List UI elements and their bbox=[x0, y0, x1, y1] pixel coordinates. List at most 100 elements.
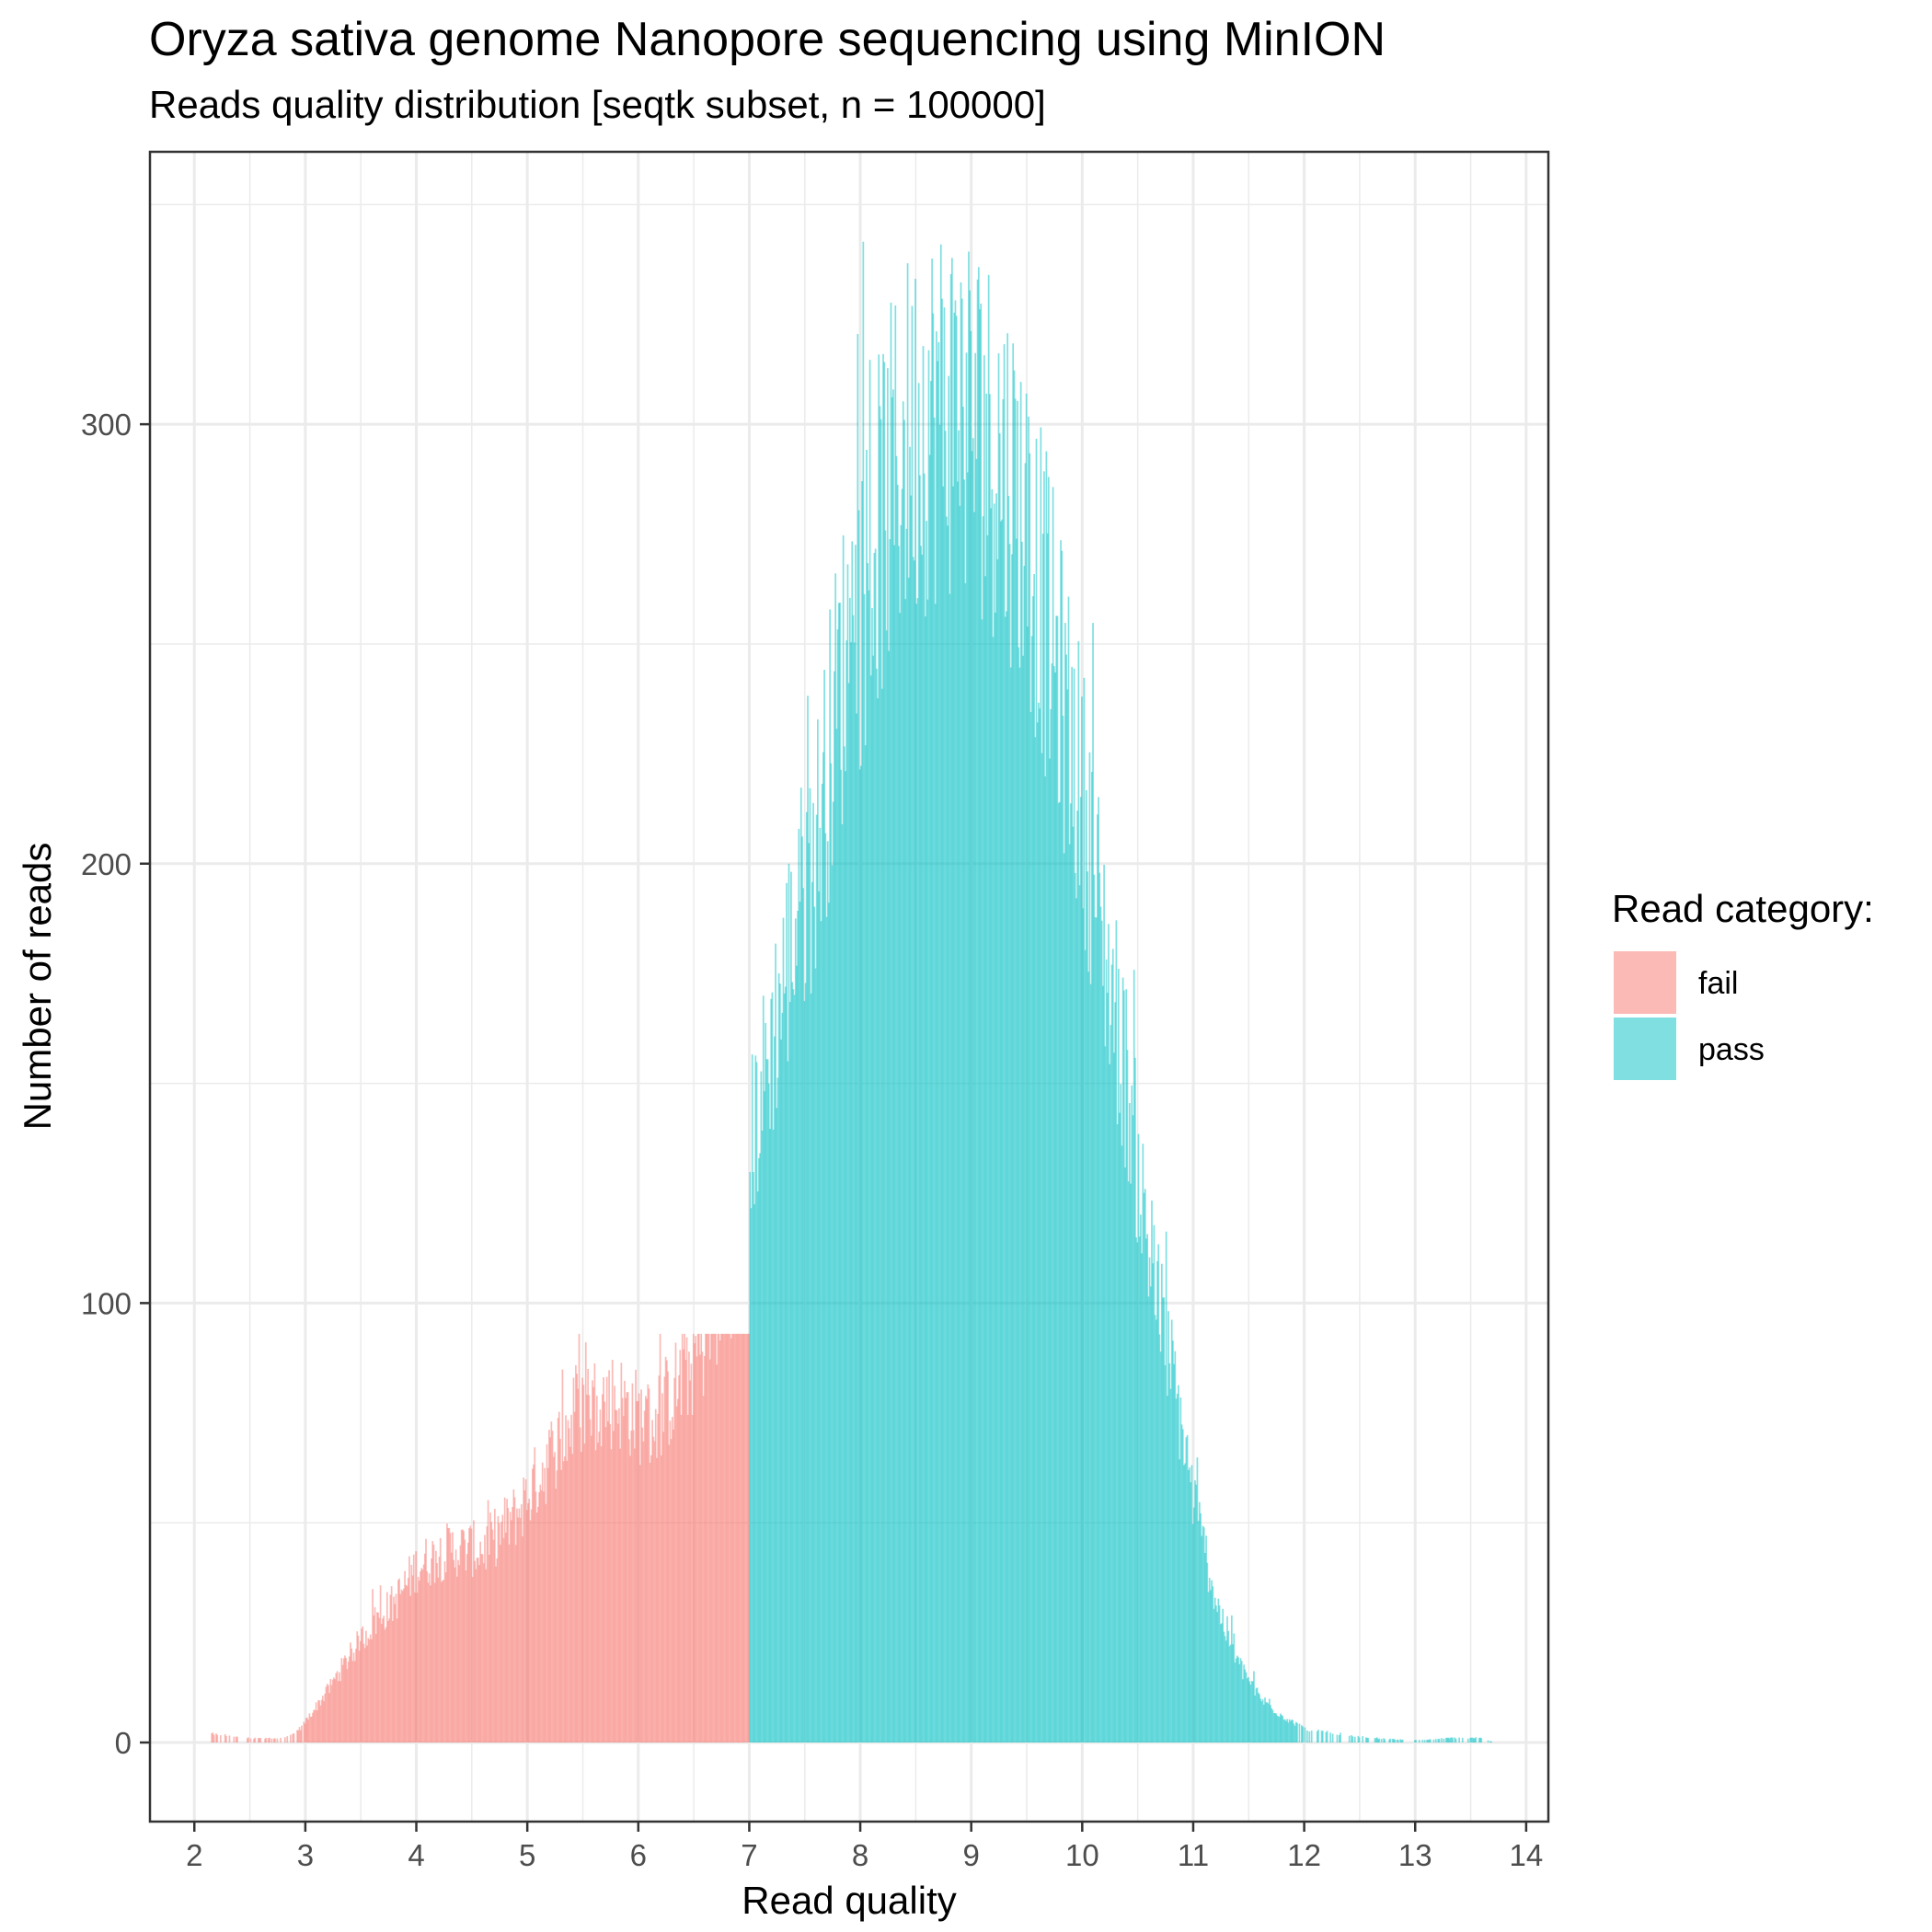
bar-fail-143 bbox=[418, 1581, 420, 1743]
bar-fail-132 bbox=[406, 1585, 408, 1743]
bar-fail-433 bbox=[740, 1333, 742, 1743]
bar-pass-61 bbox=[817, 719, 819, 1743]
bar-fail-294 bbox=[586, 1395, 588, 1743]
bar-pass-199 bbox=[970, 330, 972, 1743]
bar-pass-266 bbox=[1044, 776, 1047, 1743]
bar-pass-324 bbox=[1109, 1064, 1110, 1743]
bar-pass-418 bbox=[1213, 1608, 1215, 1743]
bar-fail-412 bbox=[717, 1333, 719, 1743]
bar-fail-289 bbox=[581, 1452, 582, 1743]
bar-pass-360 bbox=[1148, 1257, 1151, 1743]
bar-fail-205 bbox=[487, 1500, 489, 1743]
bar-pass-365 bbox=[1154, 1315, 1156, 1743]
bar-pass-57 bbox=[812, 802, 814, 1743]
bar-pass-486 bbox=[1288, 1719, 1291, 1743]
bar-pass-194 bbox=[964, 582, 967, 1743]
bar-fail-394 bbox=[696, 1333, 699, 1743]
bar-pass-316 bbox=[1099, 906, 1102, 1743]
bar-pass-45 bbox=[799, 902, 801, 1743]
bar-pass-151 bbox=[916, 598, 919, 1743]
bar-pass-552 bbox=[1438, 1738, 1441, 1743]
bar-fail-292 bbox=[583, 1443, 586, 1743]
bar-fail-435 bbox=[742, 1333, 744, 1743]
bar-pass-459 bbox=[1259, 1694, 1260, 1743]
bar-pass-303 bbox=[1085, 789, 1087, 1743]
bar-pass-235 bbox=[1009, 667, 1012, 1743]
bar-fail-0 bbox=[211, 1733, 213, 1743]
bar-fail-18 bbox=[259, 1738, 260, 1743]
bar-fail-72 bbox=[339, 1681, 341, 1743]
bar-fail-82 bbox=[351, 1648, 353, 1743]
bar-fail-325 bbox=[620, 1363, 623, 1743]
bar-fail-352 bbox=[650, 1455, 652, 1743]
bar-fail-382 bbox=[684, 1333, 685, 1743]
bar-pass-512 bbox=[1348, 1735, 1351, 1743]
bar-pass-323 bbox=[1108, 924, 1110, 1743]
bar-fail-437 bbox=[744, 1333, 747, 1743]
bar-fail-88 bbox=[357, 1635, 360, 1743]
bar-fail-137 bbox=[411, 1575, 414, 1743]
bar-pass-293 bbox=[1074, 872, 1076, 1743]
bar-fail-390 bbox=[692, 1333, 695, 1743]
bar-pass-181 bbox=[949, 274, 952, 1743]
bar-pass-555 bbox=[1444, 1738, 1447, 1743]
x-tick-label-6: 6 bbox=[630, 1838, 647, 1872]
bar-fail-75 bbox=[342, 1658, 345, 1743]
bar-fail-73 bbox=[340, 1658, 343, 1743]
bar-pass-197 bbox=[968, 251, 970, 1743]
bar-fail-274 bbox=[563, 1456, 566, 1743]
bar-fail-397 bbox=[700, 1333, 703, 1743]
bar-pass-426 bbox=[1222, 1608, 1225, 1743]
bar-pass-243 bbox=[1018, 667, 1021, 1743]
bar-pass-353 bbox=[1141, 1253, 1143, 1743]
bar-pass-556 bbox=[1446, 1737, 1448, 1743]
bar-fail-291 bbox=[582, 1385, 585, 1743]
x-axis-title: Read quality bbox=[742, 1879, 956, 1922]
bar-pass-277 bbox=[1056, 615, 1059, 1743]
bar-pass-424 bbox=[1219, 1624, 1222, 1743]
bar-pass-322 bbox=[1106, 993, 1109, 1743]
bar-fail-200 bbox=[481, 1554, 484, 1743]
bar-pass-347 bbox=[1134, 1057, 1136, 1743]
bar-pass-319 bbox=[1103, 864, 1105, 1743]
bar-pass-34 bbox=[787, 1061, 789, 1743]
bar-pass-160 bbox=[926, 599, 929, 1743]
bar-pass-59 bbox=[814, 968, 817, 1743]
bar-pass-138 bbox=[902, 401, 904, 1743]
bar-pass-258 bbox=[1035, 438, 1038, 1743]
bar-fail-432 bbox=[739, 1333, 742, 1743]
bar-pass-532 bbox=[1391, 1738, 1394, 1743]
bar-pass-349 bbox=[1136, 1242, 1139, 1743]
bar-pass-222 bbox=[995, 493, 997, 1743]
bar-fail-96 bbox=[366, 1645, 368, 1743]
bar-pass-551 bbox=[1437, 1739, 1440, 1743]
bar-fail-110 bbox=[382, 1618, 384, 1743]
bar-pass-225 bbox=[998, 432, 1001, 1743]
bar-pass-200 bbox=[971, 451, 973, 1743]
bar-pass-111 bbox=[872, 655, 875, 1743]
bar-pass-510 bbox=[1339, 1735, 1340, 1743]
bar-fail-326 bbox=[621, 1397, 624, 1743]
bar-pass-187 bbox=[957, 481, 959, 1743]
bar-fail-229 bbox=[513, 1497, 516, 1743]
bar-fail-344 bbox=[641, 1427, 644, 1743]
bar-pass-101 bbox=[861, 481, 863, 1743]
bar-pass-449 bbox=[1248, 1676, 1249, 1743]
bar-fail-148 bbox=[423, 1553, 426, 1743]
bar-pass-8 bbox=[758, 1157, 760, 1743]
bar-pass-455 bbox=[1254, 1696, 1257, 1743]
bar-fail-109 bbox=[380, 1624, 383, 1743]
bar-pass-24 bbox=[776, 1108, 778, 1743]
bar-pass-95 bbox=[855, 545, 857, 1743]
bar-pass-295 bbox=[1076, 811, 1079, 1743]
bar-pass-213 bbox=[985, 393, 988, 1743]
bar-fail-327 bbox=[622, 1416, 625, 1743]
bar-pass-88 bbox=[846, 564, 849, 1743]
bar-pass-221 bbox=[995, 612, 996, 1743]
bar-pass-167 bbox=[934, 604, 937, 1743]
bar-pass-572 bbox=[1475, 1737, 1478, 1743]
bar-fail-183 bbox=[463, 1531, 465, 1743]
bar-fail-318 bbox=[613, 1431, 615, 1743]
bar-pass-44 bbox=[798, 828, 800, 1743]
bar-pass-209 bbox=[981, 619, 983, 1743]
